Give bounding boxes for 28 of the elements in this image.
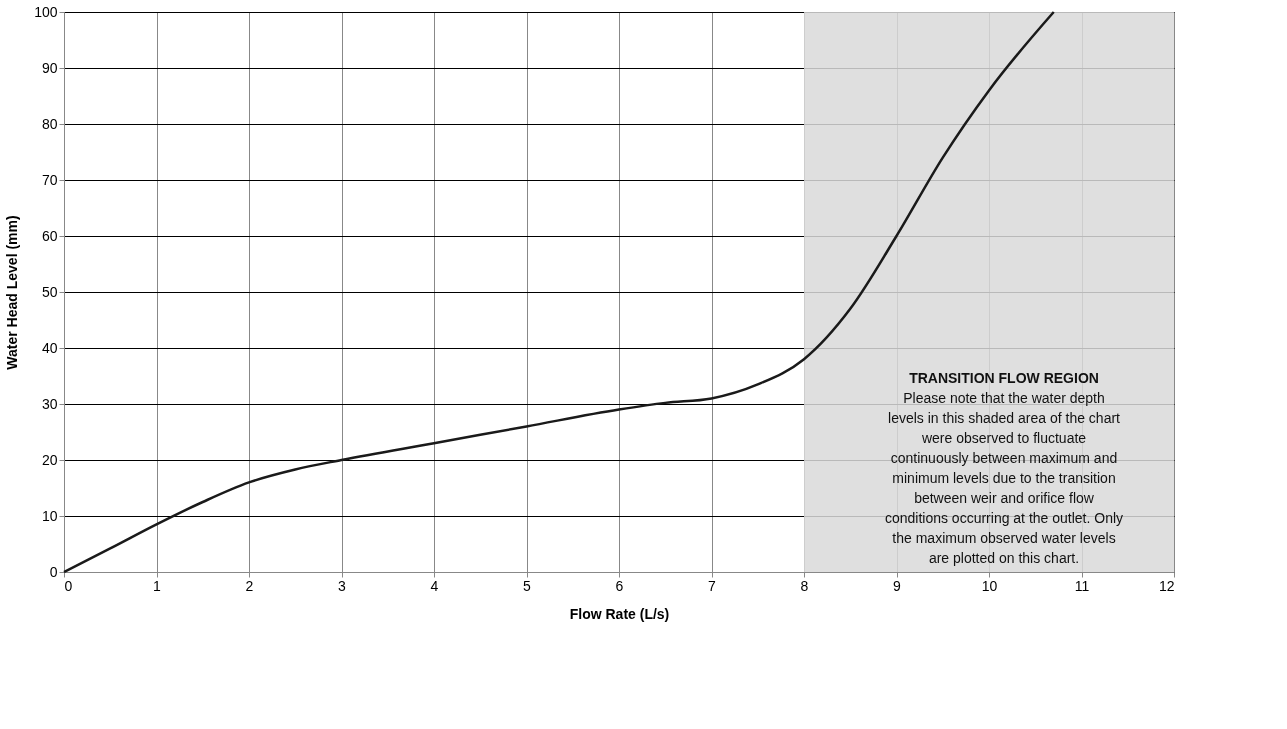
x-tick-label: 10 [981,577,998,594]
x-tick-label: 7 [708,577,717,594]
y-tick-label: 80 [41,115,58,132]
y-tick-label: 70 [41,171,58,188]
y-tick-label: 30 [41,395,58,412]
x-tick-label: 1 [153,577,162,594]
y-tick-label: 40 [41,339,58,356]
x-tick-label: 3 [338,577,347,594]
x-tick-label: 0 [64,577,73,594]
band-label: TRANSITION FLOW REGION [909,369,1099,386]
x-tick-label: 12 [1158,577,1175,594]
x-tick-label: 11 [1074,577,1090,594]
y-tick-label: 60 [41,227,58,244]
x-tick-label: 4 [430,577,439,594]
y-tick-label: 100 [34,3,58,20]
x-tick-label: 5 [523,577,532,594]
y-tick-label: 0 [49,563,58,580]
x-tick-label: 2 [245,577,254,594]
y-tick-label: 20 [41,451,58,468]
y-tick-label: 90 [41,59,58,76]
y-tick-label: 50 [41,283,58,300]
y-axis-title: Water Head Level (mm) [4,215,21,370]
x-tick-label: 6 [615,577,624,594]
text: Please note that the water depth levels in this shaded area of the chart were observed to fluctuate continuously between maximum and minimum levels due to the transition between weir and orifice flow conditions occurring at the outlet. Only the maximum observed water levels are plotted on this chart. [884,389,1124,566]
x-tick-label: 9 [893,577,902,594]
y-tick-label: 10 [41,507,58,524]
x-tick-label: 8 [800,577,809,594]
x-axis-title: Flow Rate (L/s) [569,605,670,622]
